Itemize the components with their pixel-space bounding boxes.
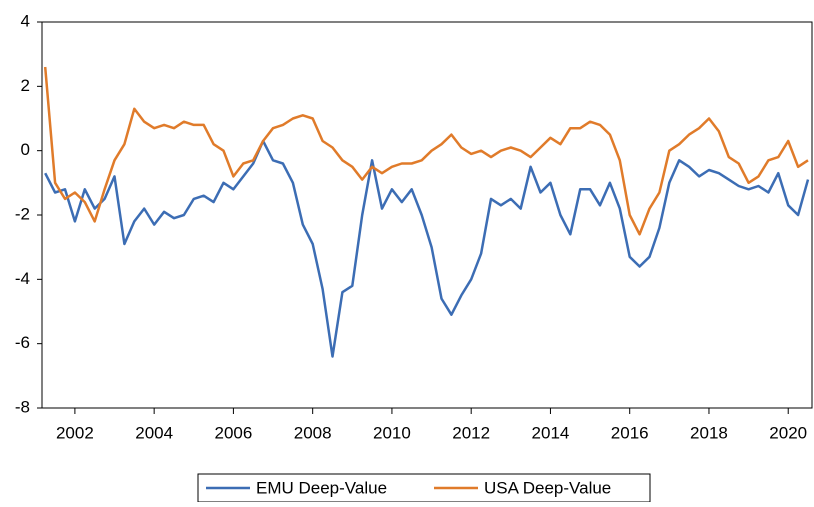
- x-tick-label: 2004: [135, 423, 173, 442]
- y-tick-label: -6: [15, 333, 30, 352]
- legend-box: [197, 473, 651, 503]
- x-tick-label: 2006: [214, 423, 252, 442]
- legend-label: USA Deep-Value: [484, 478, 611, 497]
- x-tick-label: 2012: [452, 423, 490, 442]
- y-tick-label: 4: [21, 11, 30, 30]
- x-tick-label: 2014: [532, 423, 570, 442]
- y-tick-label: -2: [15, 204, 30, 223]
- x-tick-label: 2020: [769, 423, 807, 442]
- y-tick-label: 2: [21, 76, 30, 95]
- y-tick-label: -8: [15, 397, 30, 416]
- x-tick-label: 2002: [56, 423, 94, 442]
- series-line: [44, 139, 810, 358]
- y-tick-label: -4: [15, 269, 30, 288]
- x-tick-label: 2008: [294, 423, 332, 442]
- series-line: [43, 66, 809, 236]
- x-tick-label: 2010: [373, 423, 411, 442]
- x-tick-label: 2016: [611, 423, 649, 442]
- plot-frame: [41, 21, 813, 409]
- x-tick-label: 2018: [690, 423, 728, 442]
- legend-label: EMU Deep-Value: [256, 478, 387, 497]
- y-tick-label: 0: [21, 140, 30, 159]
